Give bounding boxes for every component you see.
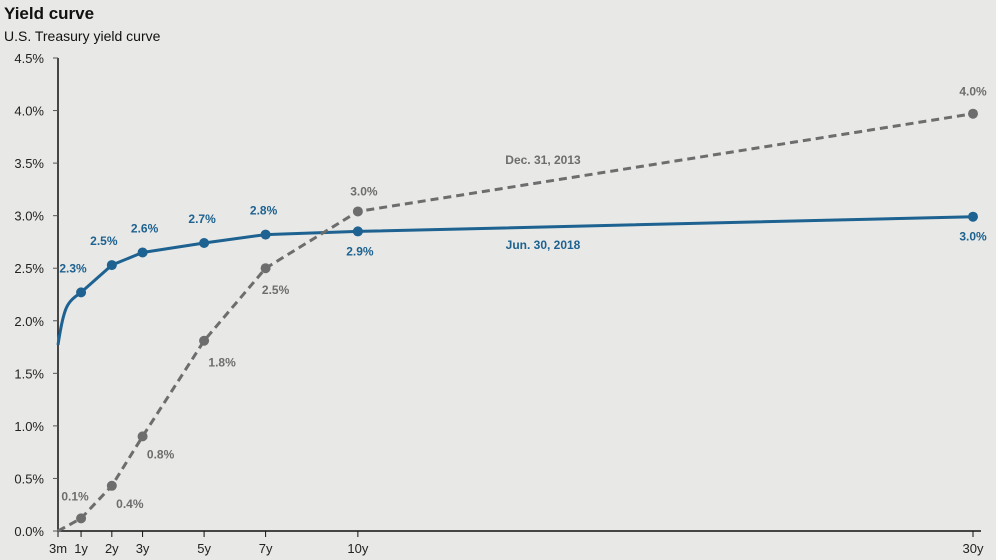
data-point (260, 263, 271, 274)
y-tick-label: 0.5% (14, 471, 44, 486)
data-label: 4.0% (959, 85, 987, 99)
data-point (106, 260, 117, 271)
data-label: 2.6% (131, 221, 159, 235)
data-label: 1.8% (208, 356, 236, 370)
chart-title: Yield curve (4, 4, 95, 23)
x-tick-label: 5y (197, 541, 211, 556)
data-point (76, 513, 87, 524)
data-point (199, 335, 210, 346)
x-tick-label: 10y (347, 541, 368, 556)
legend-label-dec-2013: Dec. 31, 2013 (505, 153, 581, 167)
data-label: 3.0% (350, 184, 378, 198)
data-point (968, 108, 978, 119)
data-label: 2.7% (188, 212, 216, 226)
data-point (968, 211, 978, 222)
y-tick-label: 4.5% (14, 51, 44, 66)
x-tick-label: 3m (49, 541, 67, 556)
data-label: 2.9% (346, 244, 374, 258)
y-tick-label: 3.5% (14, 156, 44, 171)
y-tick-label: 2.5% (14, 261, 44, 276)
y-tick-label: 3.0% (14, 209, 44, 224)
x-tick-label: 1y (74, 541, 88, 556)
data-point (76, 287, 87, 298)
chart-subtitle: U.S. Treasury yield curve (4, 28, 161, 44)
series-line-1 (57, 112, 974, 533)
data-label: 0.8% (147, 447, 175, 461)
legend-label-jun-2018: Jun. 30, 2018 (506, 238, 581, 252)
data-label: 0.4% (116, 497, 144, 511)
y-tick-label: 1.0% (14, 419, 44, 434)
x-tick-label: 7y (259, 541, 273, 556)
data-point (199, 237, 210, 248)
data-point (137, 431, 148, 442)
data-point (260, 229, 271, 240)
series-line-0 (56, 215, 974, 346)
y-tick-label: 1.5% (14, 366, 44, 381)
x-tick-label: 3y (136, 541, 150, 556)
data-label: 2.5% (262, 283, 290, 297)
y-tick-label: 4.0% (14, 104, 44, 119)
data-label: 2.3% (59, 261, 87, 275)
data-point (352, 226, 363, 237)
y-tick-label: 2.0% (14, 314, 44, 329)
y-tick-label: 0.0% (14, 524, 44, 539)
data-label: 3.0% (959, 230, 987, 244)
data-point (106, 480, 117, 491)
x-tick-label: 2y (105, 541, 119, 556)
data-label: 2.5% (90, 234, 118, 248)
data-label: 2.8% (250, 204, 278, 218)
data-label: 0.1% (61, 489, 89, 503)
x-tick-label: 30y (963, 541, 984, 556)
data-point (137, 247, 148, 258)
data-point (352, 206, 363, 217)
